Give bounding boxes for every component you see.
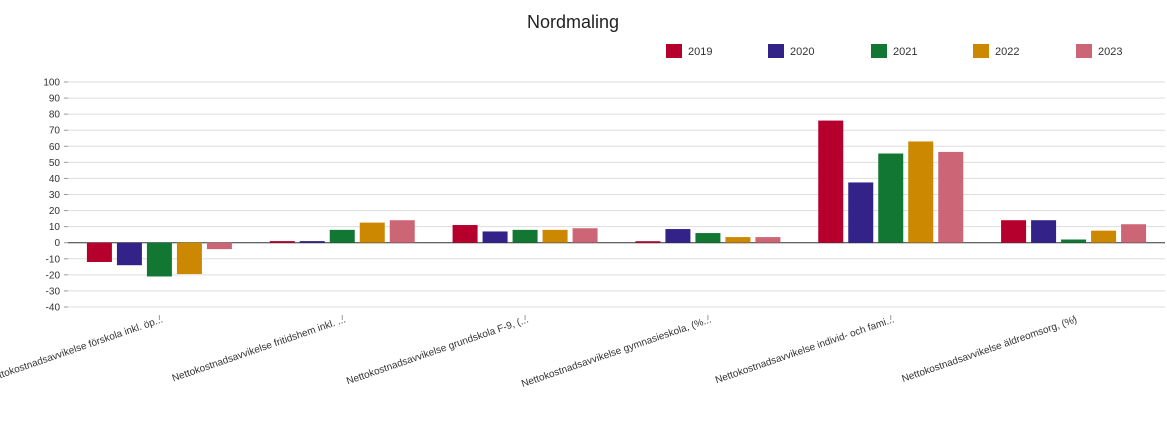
- y-tick-label: 30: [49, 190, 61, 201]
- y-tick-label: 100: [43, 78, 60, 89]
- bar-2021-2[interactable]: [329, 229, 355, 243]
- bar-2022-2[interactable]: [359, 222, 385, 243]
- legend-label-2022[interactable]: 2022: [995, 46, 1019, 58]
- y-tick-label: 90: [49, 94, 61, 105]
- y-tick-label: 0: [54, 238, 60, 249]
- chart-title: Nordmaling: [527, 12, 619, 32]
- y-tick-label: 80: [49, 110, 61, 121]
- legend-swatch-2020[interactable]: [768, 44, 784, 58]
- legend-label-2023[interactable]: 2023: [1098, 46, 1122, 58]
- bar-2023-5[interactable]: [938, 151, 964, 243]
- bar-2020-5[interactable]: [848, 182, 874, 243]
- gridlines: [68, 81, 1165, 308]
- bar-2023-6[interactable]: [1121, 224, 1147, 243]
- bar-2021-3[interactable]: [512, 229, 538, 243]
- y-tick-label: 60: [49, 142, 61, 153]
- x-tick-label: Nettokostnadsavvikelse individ- och fami…: [714, 314, 896, 386]
- legend-swatch-2023[interactable]: [1076, 44, 1092, 58]
- bar-2019-3[interactable]: [452, 225, 478, 243]
- bar-2022-5[interactable]: [908, 141, 934, 243]
- legend-label-2019[interactable]: 2019: [688, 46, 712, 58]
- bar-2021-5[interactable]: [878, 153, 904, 243]
- bar-2019-4[interactable]: [635, 241, 661, 243]
- y-tick-label: 20: [49, 206, 61, 217]
- legend: 2019 2020 2021 2022 2023: [666, 44, 1122, 58]
- y-tick-label: -20: [46, 270, 61, 281]
- bar-2022-4[interactable]: [725, 237, 751, 243]
- legend-swatch-2019[interactable]: [666, 44, 682, 58]
- y-tick-label: -30: [46, 286, 61, 297]
- bar-2021-6[interactable]: [1061, 239, 1087, 243]
- y-axis: -40 -30 -20 -10 0 10 20 30 40 50 60 70 80 90 100: [43, 78, 68, 314]
- bar-2020-3[interactable]: [482, 231, 508, 243]
- bars: [86, 120, 1147, 277]
- bar-2021-4[interactable]: [695, 233, 721, 243]
- legend-label-2021[interactable]: 2021: [893, 46, 917, 58]
- legend-label-2020[interactable]: 2020: [790, 46, 814, 58]
- bar-2020-1[interactable]: [116, 242, 142, 266]
- y-tick-label: -40: [46, 303, 61, 314]
- bar-2019-5[interactable]: [818, 120, 844, 243]
- bar-2019-1[interactable]: [86, 242, 112, 262]
- bar-2019-2[interactable]: [269, 241, 295, 243]
- y-tick-label: 50: [49, 158, 61, 169]
- y-tick-label: -10: [46, 254, 61, 265]
- x-tick-label: Nettokostnadsavvikelse förskola inkl. öp…: [0, 314, 164, 385]
- bar-2021-1[interactable]: [146, 242, 172, 277]
- y-tick-label: 40: [49, 174, 61, 185]
- bar-2023-4[interactable]: [755, 237, 781, 243]
- bar-2023-3[interactable]: [572, 228, 598, 243]
- bar-2022-3[interactable]: [542, 229, 568, 243]
- y-tick-label: 70: [49, 126, 61, 137]
- x-tick-label: Nettokostnadsavvikelse äldreomsorg, (%): [901, 314, 1079, 384]
- bar-2020-6[interactable]: [1031, 220, 1057, 243]
- x-axis: Nettokostnadsavvikelse förskola inkl. öp…: [0, 314, 1079, 390]
- legend-swatch-2021[interactable]: [871, 44, 887, 58]
- x-tick-label: Nettokostnadsavvikelse gymnasieskola, (%…: [520, 314, 713, 390]
- bar-2020-4[interactable]: [665, 229, 691, 243]
- bar-2019-6[interactable]: [1001, 220, 1027, 243]
- bar-2020-2[interactable]: [299, 241, 325, 243]
- y-tick-label: 10: [49, 222, 61, 233]
- legend-swatch-2022[interactable]: [973, 44, 989, 58]
- x-tick-label: Nettokostnadsavvikelse fritidshem inkl. …: [171, 314, 347, 384]
- x-tick-label: Nettokostnadsavvikelse grundskola F-9, (…: [345, 314, 530, 387]
- bar-2023-1[interactable]: [206, 242, 232, 250]
- bar-2023-2[interactable]: [389, 220, 415, 243]
- bar-2022-6[interactable]: [1091, 230, 1117, 243]
- bar-2022-1[interactable]: [176, 242, 202, 275]
